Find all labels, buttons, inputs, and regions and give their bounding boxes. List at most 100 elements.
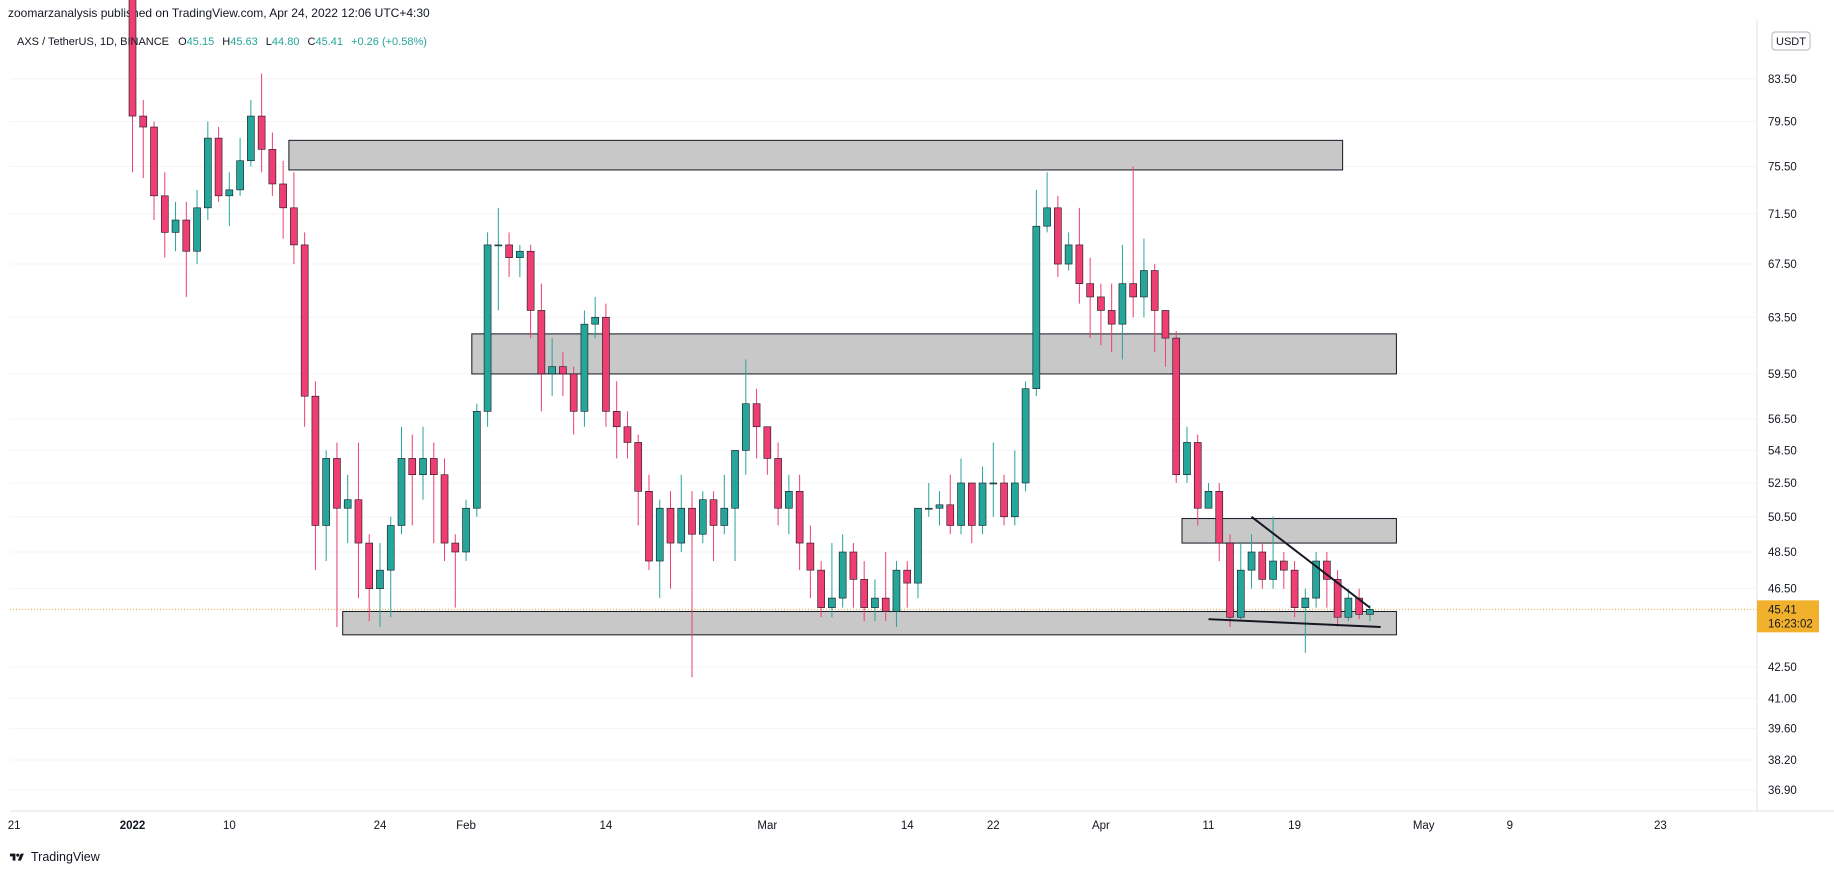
candle-body (892, 569, 901, 612)
candle-body (785, 491, 793, 509)
time-tick-label: Feb (456, 820, 476, 832)
candle-body (236, 160, 244, 191)
candle-down (1290, 561, 1299, 618)
time-tick-label: 19 (1288, 820, 1301, 832)
time-tick-label: 9 (1507, 820, 1513, 832)
candle-body (1258, 551, 1267, 580)
candle-down (1172, 331, 1181, 483)
candle-body (462, 507, 470, 553)
candle-down (569, 366, 578, 435)
candle-down (1086, 257, 1094, 339)
candle-body (376, 569, 384, 589)
candle-body (1129, 283, 1137, 298)
candle-body (795, 491, 804, 544)
candle-up (677, 474, 686, 553)
symbol-info: AXS / TetherUS, 1D, BINANCE (17, 36, 169, 48)
high-value: 45.63 (230, 36, 258, 48)
candle-down (1161, 310, 1170, 367)
candle-body (569, 373, 578, 412)
price-tick-label: 42.50 (1768, 662, 1797, 674)
candle-body (742, 403, 750, 451)
price-chart[interactable]: 83.50 79.50 75.50 71.50 67.50 63.50 59.50 56.50… (0, 0, 1834, 845)
support-resistance-zones (288, 139, 1397, 636)
close-label: C (308, 36, 316, 48)
candle-body (774, 458, 782, 509)
candle-up (731, 450, 739, 562)
candle-up (924, 482, 933, 517)
candle-down (623, 411, 632, 459)
candle-body (440, 474, 449, 544)
candle-down (1226, 534, 1234, 627)
candle-up (978, 466, 987, 535)
candle-body (343, 499, 352, 509)
candle-body (290, 207, 298, 246)
candle-up (914, 507, 922, 599)
candle-down (849, 543, 858, 608)
candle-up (494, 207, 503, 311)
symbol-legend[interactable]: AXS / TetherUS, 1D, BINANCE O45.15 H45.6… (17, 36, 427, 48)
candle-up (1011, 450, 1019, 526)
candle-up (1366, 605, 1374, 622)
candle-body (225, 189, 234, 197)
candle-up (1204, 482, 1213, 509)
candle-up (1247, 534, 1256, 589)
candle-down (1333, 570, 1342, 627)
candle-body (537, 310, 546, 375)
candle-down (268, 132, 277, 196)
candle-up (419, 426, 427, 500)
candle-body (1140, 270, 1148, 298)
candle-down (526, 244, 535, 339)
candle-body (182, 219, 191, 252)
candle-body (505, 244, 513, 258)
candle-body (300, 244, 309, 397)
currency-badge[interactable]: USDT (1771, 31, 1811, 51)
candle-body (709, 499, 718, 526)
candle-down (752, 388, 761, 459)
candle-up (720, 474, 729, 535)
candle-up (828, 543, 836, 618)
candle-down (1097, 283, 1105, 346)
candle-body (451, 542, 460, 553)
price-tick-label: 75.50 (1768, 161, 1797, 173)
low-value: 44.80 (272, 36, 300, 48)
footer[interactable]: TradingView (9, 850, 100, 864)
candle-down (903, 561, 912, 608)
candle-body (860, 579, 868, 608)
time-tick-label: 24 (374, 820, 387, 832)
price-tick-label: 38.20 (1768, 755, 1797, 767)
candle-body (591, 316, 599, 325)
price-tick-label: 83.50 (1768, 74, 1797, 86)
candle-down (806, 525, 815, 599)
candle-body (1204, 491, 1213, 509)
zone-rect (288, 139, 1344, 171)
candle-body (160, 195, 169, 233)
candle-body (1323, 560, 1331, 580)
candle-up (871, 579, 879, 622)
footer-brand: TradingView (31, 850, 100, 864)
candle-body (1280, 560, 1288, 571)
price-tick-label: 48.50 (1768, 547, 1797, 559)
candle-down (354, 442, 363, 599)
candle-up (462, 499, 470, 562)
candle-body (311, 395, 320, 526)
candle-down (1150, 264, 1159, 353)
publish-info: zoomarzanalysis published on TradingView… (8, 6, 430, 20)
candle-body (516, 250, 524, 258)
candle-body (526, 250, 535, 311)
candle-body (1150, 270, 1159, 311)
candle-body (871, 597, 879, 608)
candle-body (1000, 482, 1008, 518)
candle-up (1344, 588, 1353, 622)
candle-body (645, 491, 653, 562)
time-tick-label: Apr (1092, 820, 1110, 832)
price-tick-label: 41.00 (1768, 693, 1797, 705)
close-value: 45.41 (315, 36, 343, 48)
candle-up (171, 201, 180, 252)
time-tick-label: 10 (223, 820, 236, 832)
candle-down (946, 474, 955, 535)
candle-down (214, 127, 223, 202)
candle-down (709, 491, 718, 562)
candle-body (1193, 442, 1202, 509)
candle-down (300, 232, 309, 427)
candle-body (279, 183, 287, 209)
